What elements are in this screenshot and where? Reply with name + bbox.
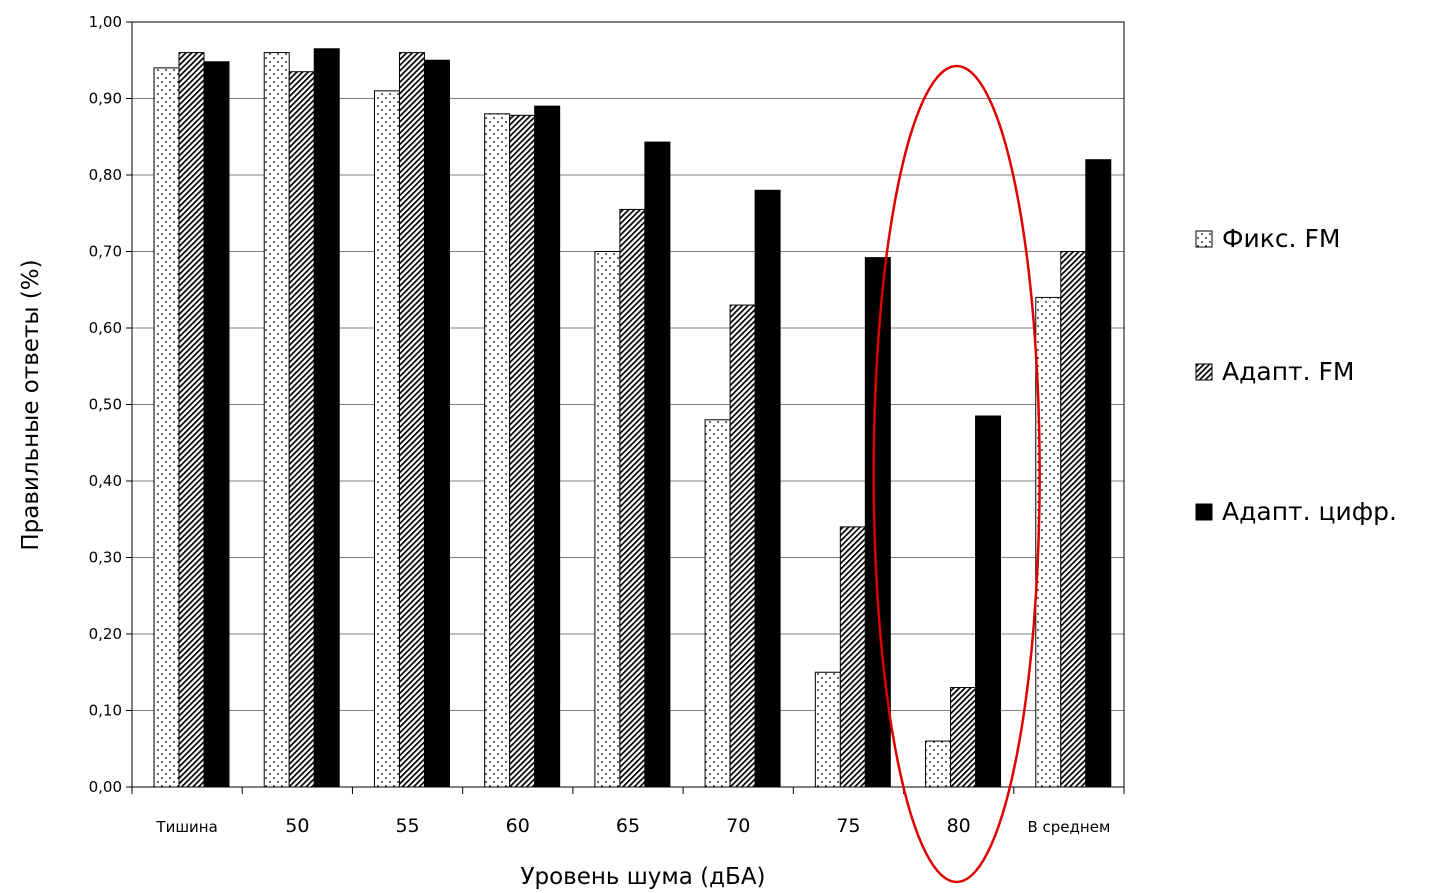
y-tick-label: 0,80 [89, 166, 122, 184]
y-tick-label: 0,50 [89, 396, 122, 414]
y-tick-label: 0,00 [89, 778, 122, 796]
bar [509, 114, 536, 788]
bar [313, 48, 340, 788]
legend-item: Адапт. FM [1195, 357, 1354, 386]
legend-swatch [1195, 363, 1213, 381]
y-tick-label: 0,70 [89, 243, 122, 261]
bar [644, 141, 671, 788]
x-tick-label: Тишина [155, 818, 217, 836]
x-tick-label: 75 [836, 815, 860, 837]
bar [839, 526, 866, 788]
bar [925, 740, 952, 788]
x-tick-label: 50 [285, 815, 309, 837]
bar [1085, 159, 1112, 788]
legend-swatch [1195, 503, 1213, 521]
bar [1060, 251, 1087, 788]
bar [398, 52, 425, 788]
x-axis-title: Уровень шума (дБА) [520, 864, 765, 890]
bar [153, 67, 180, 788]
y-tick-label: 0,60 [89, 319, 122, 337]
bar [704, 419, 731, 788]
x-tick-label: 60 [506, 815, 530, 837]
legend-item: Адапт. цифр. [1195, 497, 1397, 526]
y-axis-title: Правильные ответы (%) [18, 259, 44, 550]
legend-label: Фикс. FM [1222, 224, 1340, 253]
legend-label: Адапт. FM [1222, 357, 1354, 386]
y-axis: 0,00 0,10 0,20 0,30 0,40 0,50 0,60 0,70 0,80 0,90… [89, 13, 132, 796]
x-axis: Тишина 50 55 60 65 70 75 80 В среднем [131, 787, 1125, 837]
highlight-ellipse [872, 64, 1041, 884]
y-tick-label: 0,20 [89, 625, 122, 643]
y-tick-label: 0,40 [89, 472, 122, 490]
x-tick-label: 80 [947, 815, 971, 837]
bar [423, 59, 450, 788]
bar [594, 251, 621, 788]
legend-swatch [1195, 230, 1213, 248]
bar [484, 113, 511, 788]
y-tick-label: 0,90 [89, 90, 122, 108]
y-tick-label: 1,00 [89, 13, 122, 31]
y-tick-label: 0,30 [89, 549, 122, 567]
bar [754, 189, 781, 788]
bar [203, 61, 230, 788]
bar [178, 52, 205, 788]
bar [534, 105, 561, 788]
x-tick-label: В среднем [1027, 818, 1110, 836]
bar [263, 52, 290, 788]
x-tick-label: 55 [395, 815, 419, 837]
bar [950, 687, 977, 788]
bar [729, 304, 756, 788]
bar [975, 415, 1002, 788]
bar [619, 208, 646, 788]
bar [814, 671, 841, 788]
bar [288, 71, 315, 788]
bar [373, 90, 400, 788]
legend: Фикс. FM Адапт. FM Адапт. цифр. [1195, 224, 1397, 526]
x-tick-label: 70 [726, 815, 750, 837]
bars [153, 48, 1112, 788]
plot-area: Тишина 50 55 60 65 70 75 80 В среднем 0,000,100,… [89, 13, 1125, 837]
x-tick-label: 65 [616, 815, 640, 837]
y-tick-label: 0,10 [89, 702, 122, 720]
legend-label: Адапт. цифр. [1222, 497, 1397, 526]
legend-item: Фикс. FM [1195, 224, 1340, 253]
